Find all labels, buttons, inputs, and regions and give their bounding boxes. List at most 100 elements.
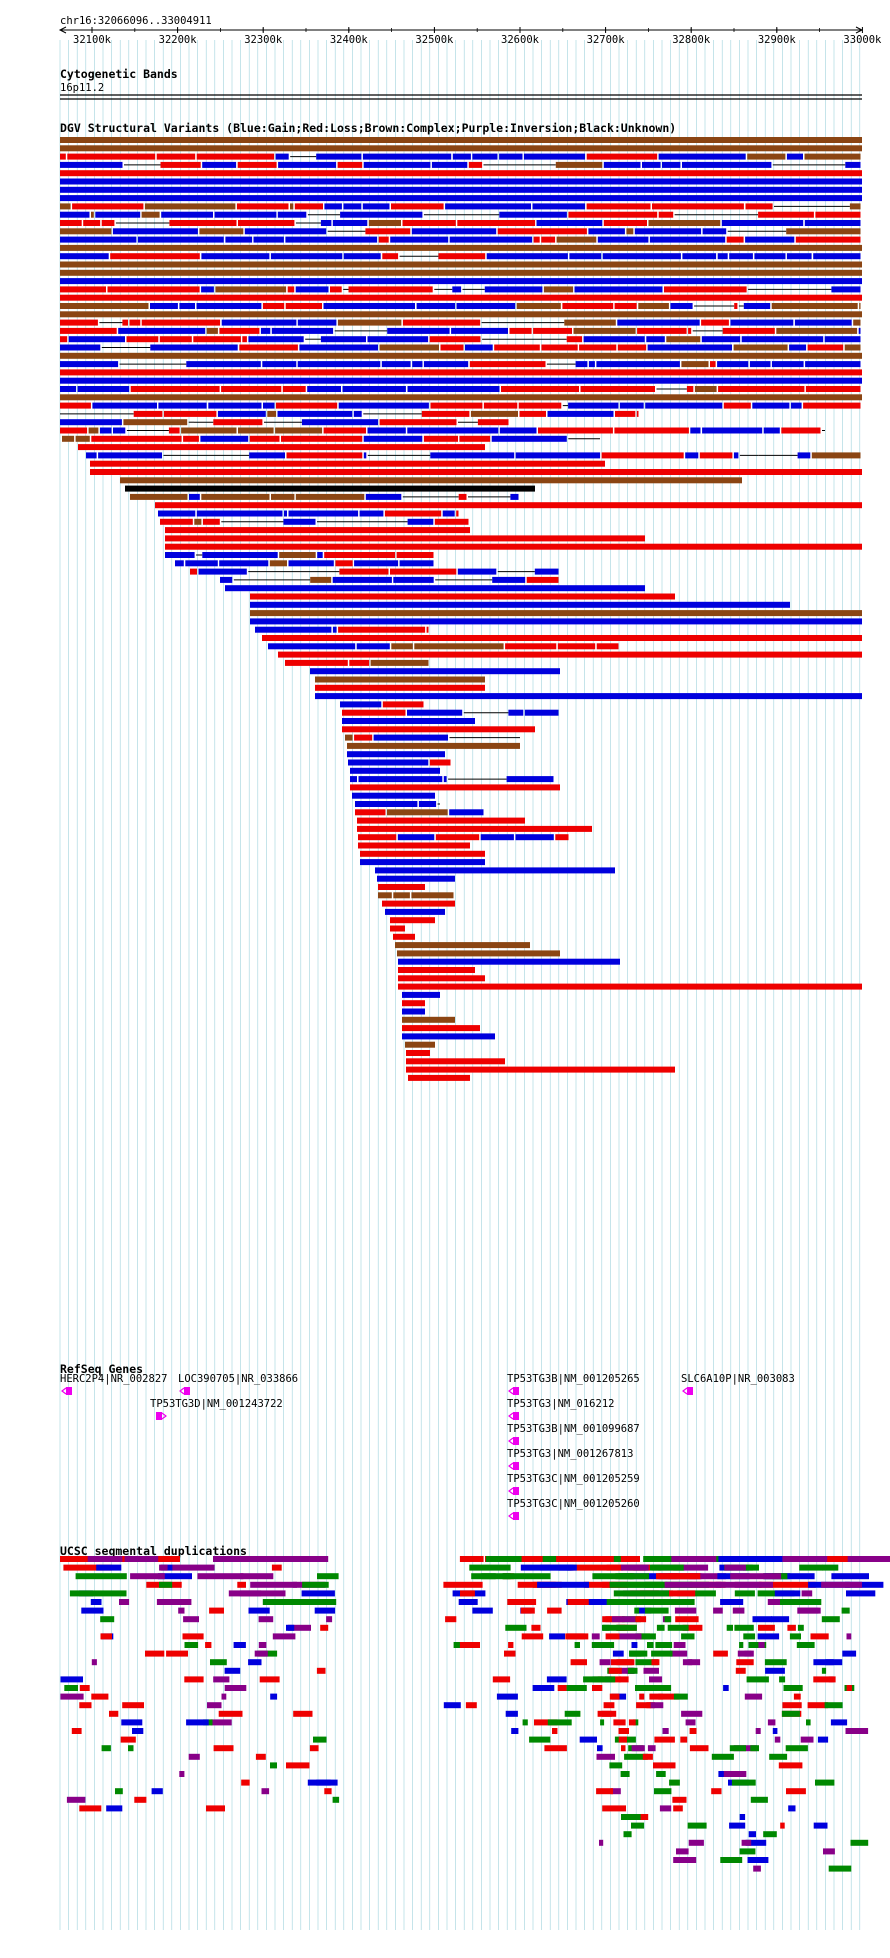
dgv-variant[interactable] <box>206 327 218 334</box>
dgv-variant[interactable] <box>745 236 795 243</box>
dgv-variant[interactable] <box>355 809 386 816</box>
dgv-variant[interactable] <box>255 626 332 633</box>
dgv-variant[interactable] <box>60 427 88 434</box>
dgv-variant[interactable] <box>382 900 455 907</box>
segdup-block[interactable] <box>90 1599 102 1605</box>
dgv-variant[interactable] <box>516 303 561 309</box>
segdup-block[interactable] <box>592 1573 633 1580</box>
dgv-variant[interactable] <box>645 402 723 409</box>
segdup-block[interactable] <box>465 1702 477 1709</box>
dgv-row[interactable] <box>60 261 862 268</box>
dgv-variant[interactable] <box>295 493 365 500</box>
dgv-variant[interactable] <box>384 510 442 517</box>
segdup-block[interactable] <box>485 1556 522 1562</box>
segdup-block[interactable] <box>443 1581 483 1588</box>
segdup-block[interactable] <box>619 1633 642 1640</box>
dgv-variant[interactable] <box>358 776 443 783</box>
dgv-variant[interactable] <box>299 344 378 351</box>
dgv-variant[interactable] <box>402 319 481 326</box>
segdup-block[interactable] <box>504 1650 516 1657</box>
dgv-variant[interactable] <box>499 211 567 218</box>
dgv-variant[interactable] <box>499 153 523 160</box>
segdup-block[interactable] <box>250 1581 297 1588</box>
dgv-variant[interactable] <box>250 610 862 617</box>
dgv-variant[interactable] <box>804 220 861 226</box>
dgv-variant[interactable] <box>638 303 669 309</box>
dgv-row[interactable] <box>60 427 825 434</box>
dgv-variant[interactable] <box>324 203 342 210</box>
segdup-block[interactable] <box>735 1667 746 1674</box>
dgv-variant[interactable] <box>60 195 862 202</box>
segdup-block[interactable] <box>830 1719 848 1726</box>
dgv-variant[interactable] <box>283 518 316 525</box>
dgv-variant[interactable] <box>456 510 459 517</box>
dgv-row[interactable] <box>390 917 435 924</box>
dgv-variant[interactable] <box>844 344 861 351</box>
dgv-variant[interactable] <box>524 709 559 716</box>
dgv-row[interactable] <box>165 552 434 558</box>
dgv-row[interactable] <box>60 344 861 351</box>
dgv-variant[interactable] <box>238 220 295 226</box>
dgv-variant[interactable] <box>60 170 862 177</box>
dgv-variant[interactable] <box>98 452 162 459</box>
dgv-variant[interactable] <box>470 410 518 417</box>
dgv-variant[interactable] <box>398 983 862 990</box>
dgv-variant[interactable] <box>68 336 125 343</box>
dgv-variant[interactable] <box>426 626 429 633</box>
dgv-variant[interactable] <box>60 327 117 334</box>
dgv-variant[interactable] <box>343 203 362 210</box>
dgv-variant[interactable] <box>60 419 122 426</box>
dgv-variant[interactable] <box>564 319 616 326</box>
dgv-row[interactable] <box>60 294 862 301</box>
segdup-block[interactable] <box>689 1573 727 1580</box>
dgv-variant[interactable] <box>60 137 862 143</box>
segdup-block[interactable] <box>649 1702 664 1709</box>
dgv-row[interactable] <box>342 709 559 716</box>
dgv-variant[interactable] <box>541 236 556 243</box>
segdup-block[interactable] <box>302 1581 329 1588</box>
segdup-block[interactable] <box>672 1796 687 1803</box>
dgv-variant[interactable] <box>491 435 567 442</box>
segdup-block[interactable] <box>621 1745 626 1752</box>
dgv-row[interactable] <box>360 859 485 866</box>
segdup-block[interactable] <box>460 1590 475 1597</box>
dgv-variant[interactable] <box>402 1016 455 1023</box>
segdup-block[interactable] <box>540 1564 577 1571</box>
segdup-block[interactable] <box>642 1753 653 1760</box>
dgv-variant[interactable] <box>189 493 200 500</box>
dgv-variant[interactable] <box>771 361 804 368</box>
dgv-variant[interactable] <box>702 228 727 235</box>
dgv-variant[interactable] <box>429 759 451 766</box>
dgv-variant[interactable] <box>402 991 440 998</box>
segdup-block[interactable] <box>673 1693 688 1700</box>
dgv-variant[interactable] <box>160 161 201 168</box>
segdup-block[interactable] <box>673 1805 683 1812</box>
dgv-variant[interactable] <box>619 402 644 409</box>
dgv-row[interactable] <box>120 477 742 484</box>
dgv-variant[interactable] <box>411 892 454 899</box>
dgv-variant[interactable] <box>288 510 359 517</box>
dgv-row[interactable] <box>375 867 615 874</box>
dgv-variant[interactable] <box>717 361 749 368</box>
dgv-variant[interactable] <box>141 319 221 326</box>
segdup-block[interactable] <box>613 1719 626 1726</box>
segdup-block[interactable] <box>610 1788 621 1795</box>
segdup-block[interactable] <box>629 1573 678 1580</box>
segdup-block[interactable] <box>567 1599 589 1605</box>
dgv-variant[interactable] <box>408 1074 470 1081</box>
dgv-variant[interactable] <box>249 435 280 442</box>
dgv-variant[interactable] <box>469 361 546 368</box>
dgv-variant[interactable] <box>120 477 742 484</box>
segdup-block[interactable] <box>769 1753 788 1760</box>
dgv-row[interactable] <box>130 493 519 500</box>
segdup-block[interactable] <box>145 1650 165 1657</box>
dgv-variant[interactable] <box>652 203 744 210</box>
segdup-block[interactable] <box>178 1607 185 1614</box>
dgv-variant[interactable] <box>342 726 535 733</box>
dgv-variant[interactable] <box>534 568 559 575</box>
dgv-variant[interactable] <box>468 161 483 168</box>
dgv-variant[interactable] <box>685 452 699 459</box>
dgv-variant[interactable] <box>353 410 362 417</box>
dgv-variant[interactable] <box>365 228 411 235</box>
dgv-variant[interactable] <box>406 1066 675 1073</box>
